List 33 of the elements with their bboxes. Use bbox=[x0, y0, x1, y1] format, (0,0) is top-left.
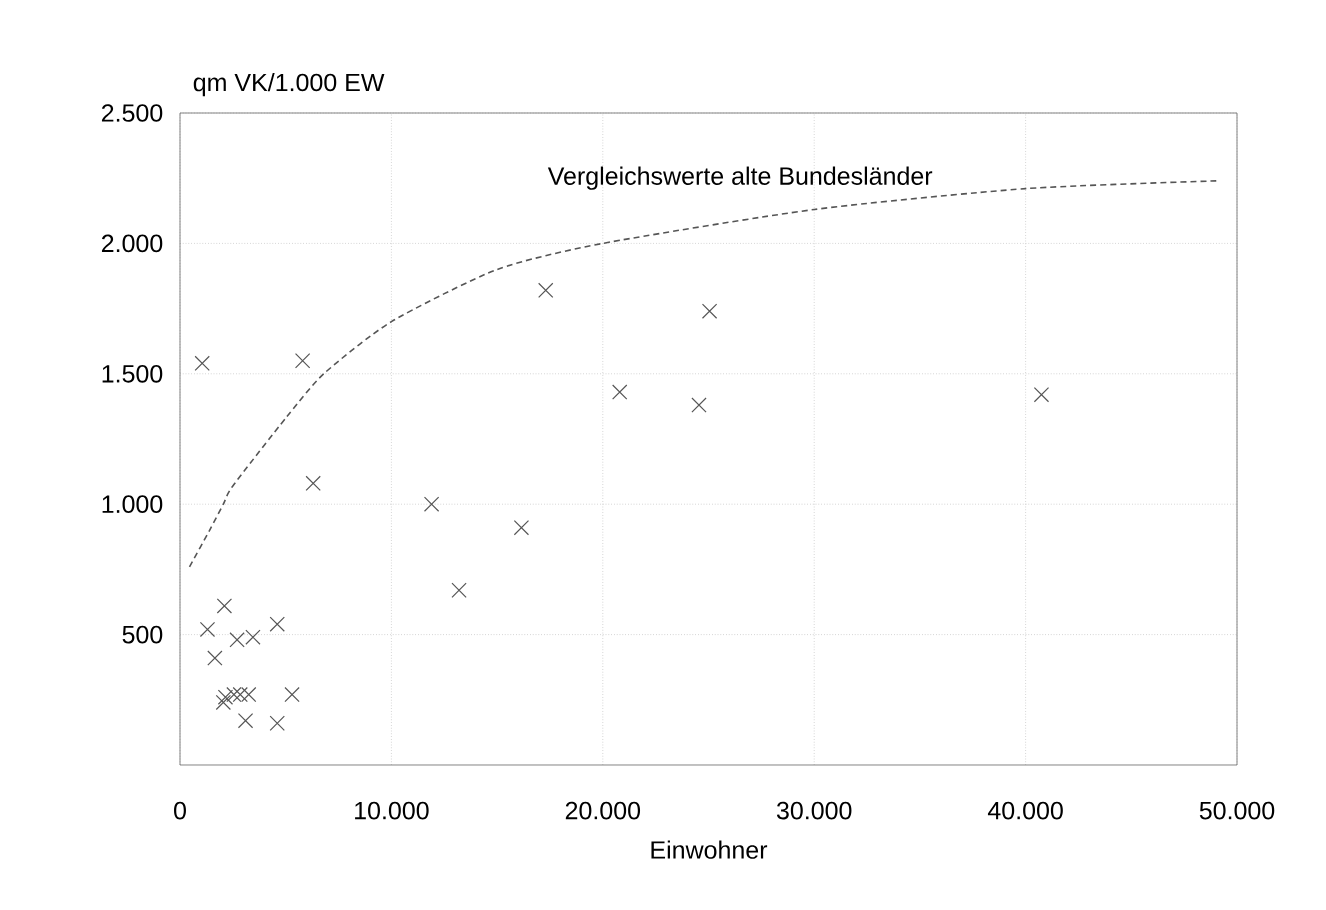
y-tick-label: 1.000 bbox=[102, 495, 163, 514]
point bbox=[423, 496, 440, 512]
x-tick-label: 50.000 bbox=[1199, 801, 1275, 820]
y-tick-label: 500 bbox=[122, 625, 163, 644]
point bbox=[513, 520, 530, 536]
y-axis-title: qm VK/1.000 EW bbox=[193, 72, 385, 97]
point bbox=[451, 582, 467, 598]
point bbox=[194, 355, 210, 372]
point bbox=[538, 282, 554, 299]
x-tick-label: 0 bbox=[174, 801, 186, 820]
point bbox=[691, 397, 707, 413]
point bbox=[269, 616, 285, 632]
point bbox=[284, 686, 300, 703]
point bbox=[305, 475, 321, 491]
point bbox=[269, 715, 285, 731]
point bbox=[215, 694, 232, 711]
x-tick-label: 30.000 bbox=[776, 801, 852, 820]
x-tick-label: 40.000 bbox=[987, 801, 1063, 820]
y-tick-label: 1.500 bbox=[102, 364, 163, 383]
x-tick-label: 10.000 bbox=[355, 801, 429, 820]
y-tick-label: 2.500 bbox=[101, 104, 163, 122]
point bbox=[199, 621, 216, 638]
point bbox=[612, 384, 628, 400]
x-axis-title: Einwohner bbox=[651, 840, 768, 859]
y-tick-label: 2.000 bbox=[101, 234, 163, 253]
point bbox=[237, 712, 254, 729]
point bbox=[294, 353, 311, 369]
series-label: Vergleichswerte alte Bundesländer bbox=[547, 166, 933, 190]
point bbox=[207, 650, 223, 666]
point bbox=[216, 598, 233, 614]
point bbox=[1033, 386, 1050, 403]
point bbox=[701, 303, 718, 319]
x-tick-label: 20.000 bbox=[565, 801, 641, 820]
